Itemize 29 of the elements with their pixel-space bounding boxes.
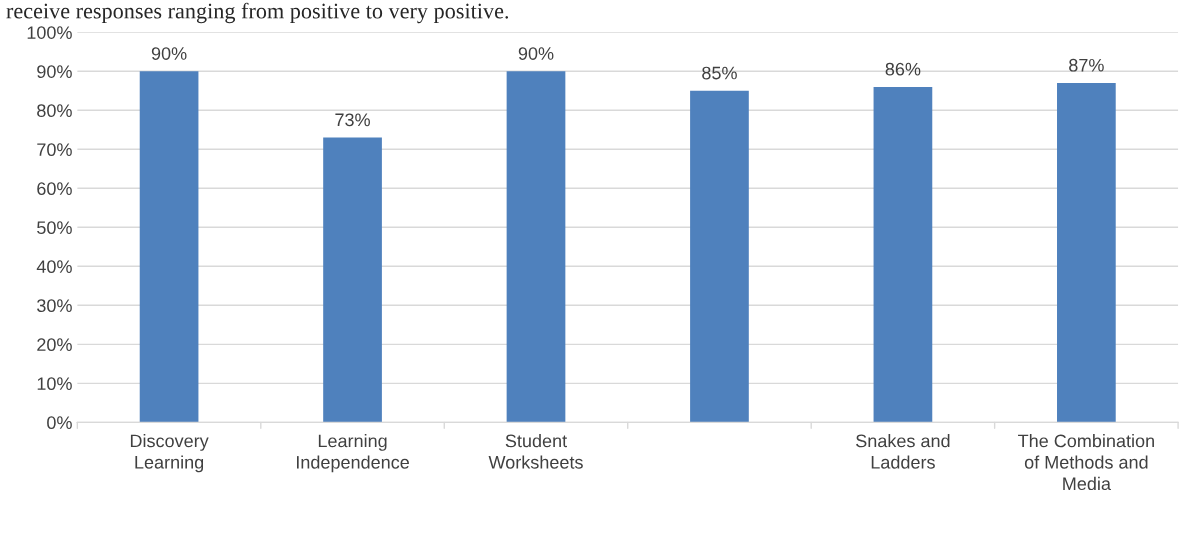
data-label: 90% (151, 47, 187, 60)
y-tick-label: 20% (37, 338, 72, 352)
x-tick-label: Discovery Learning (130, 434, 209, 473)
x-tick-label: Snakes and Ladders (856, 434, 950, 469)
bar (323, 137, 382, 423)
data-label: 73% (335, 113, 370, 127)
y-tick-label: 70% (37, 143, 72, 157)
y-tick-label: 50% (37, 221, 72, 235)
y-tick-label: 10% (37, 377, 72, 391)
x-tick-label: Learning Independence (296, 434, 409, 473)
y-tick-label: 100% (27, 26, 72, 39)
y-tick-label: 60% (37, 182, 72, 196)
text: receive responses ranging from positive to very positive. (6, 2, 509, 24)
data-label: 85% (702, 66, 737, 80)
bar (1057, 82, 1116, 423)
bar (139, 71, 199, 423)
bar (873, 86, 933, 423)
data-label: 86% (885, 62, 921, 76)
bar (690, 90, 749, 423)
bar (506, 71, 566, 423)
y-tick-label: 30% (37, 299, 72, 313)
y-tick-label: 40% (36, 260, 72, 274)
x-tick-label: Student Worksheets (488, 434, 583, 469)
y-tick-label: 90% (37, 65, 72, 79)
x-tick-label: The Combination of Methods and Media (1018, 434, 1154, 491)
y-tick-label: 0% (47, 416, 72, 430)
data-label: 90% (518, 47, 554, 60)
data-label: 87% (1069, 58, 1104, 72)
y-tick-label: 80% (37, 104, 72, 118)
